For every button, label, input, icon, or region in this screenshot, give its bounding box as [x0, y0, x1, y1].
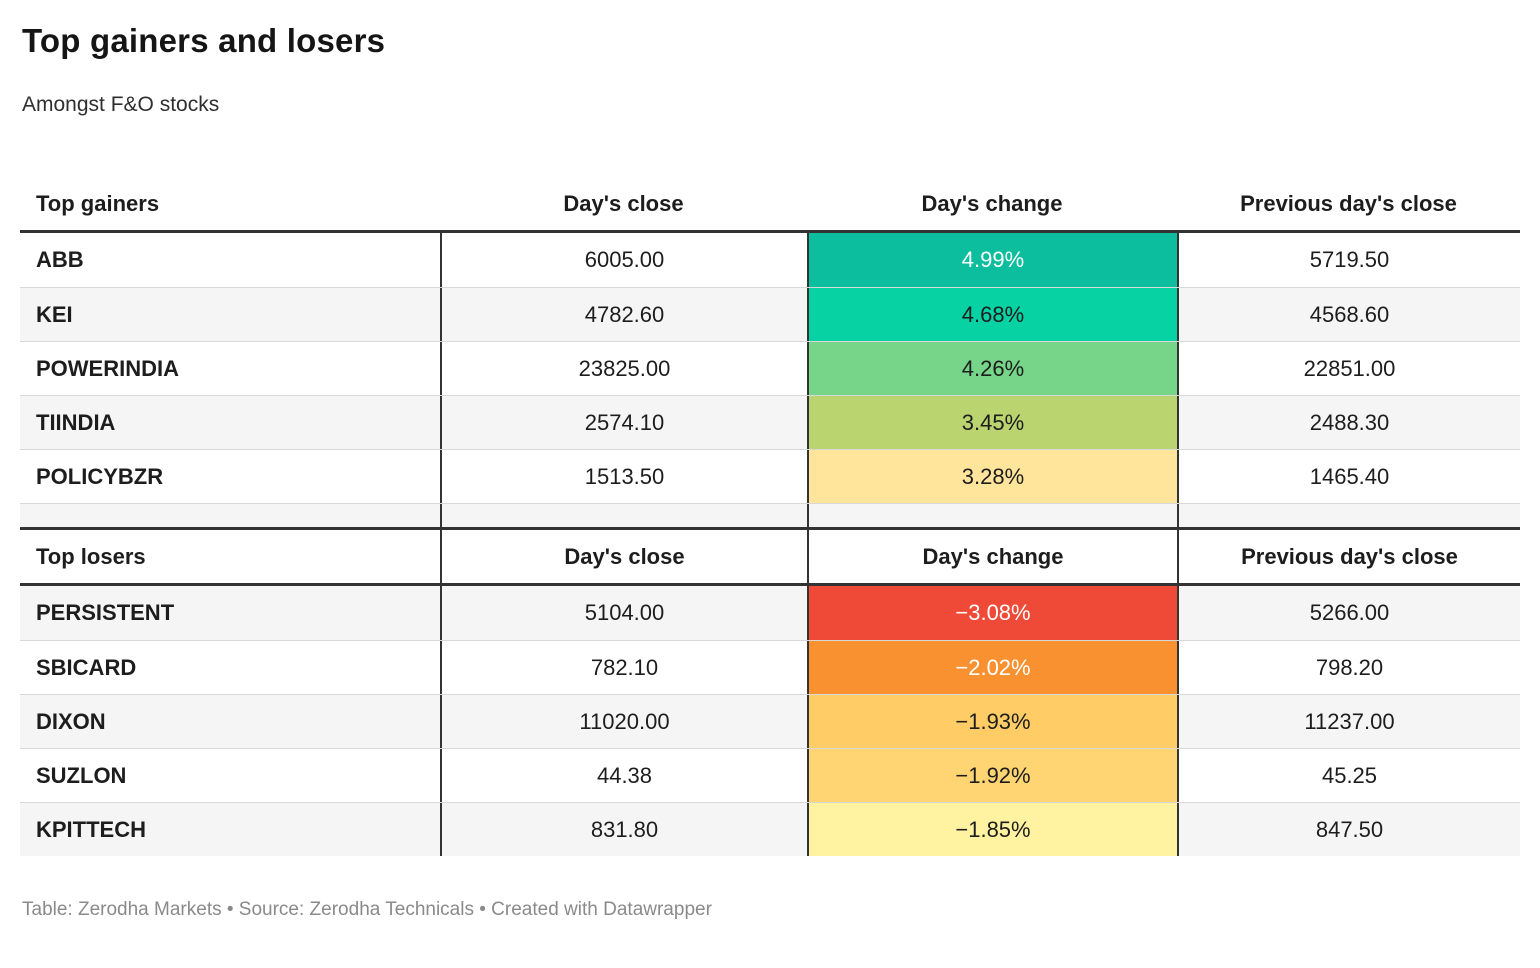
days-change-value: 3.28%: [807, 450, 1177, 503]
table-row-dixon: DIXON 11020.00 −1.93% 11237.00: [20, 694, 1520, 748]
spacer-row: [20, 503, 1520, 527]
stock-symbol: DIXON: [36, 708, 106, 734]
days-change-value: 4.68%: [807, 288, 1177, 341]
stock-symbol: TIINDIA: [36, 409, 116, 435]
prev-close-value: 2488.30: [1177, 396, 1520, 449]
table-row-policybzr: POLICYBZR 1513.50 3.28% 1465.40: [20, 449, 1520, 503]
days-close-value: 5104.00: [440, 586, 807, 640]
days-change-header: Day's change: [921, 191, 1063, 216]
table-row-kpittech: KPITTECH 831.80 −1.85% 847.50: [20, 802, 1520, 856]
gainers-header-row: Top gainers Day's close Day's change Pre…: [20, 178, 1520, 233]
stock-symbol: POWERINDIA: [36, 355, 179, 381]
days-close-value: 11020.00: [440, 695, 807, 748]
days-close-value: 6005.00: [440, 233, 807, 287]
page-title: Top gainers and losers: [22, 22, 386, 59]
days-change-value: −2.02%: [807, 641, 1177, 694]
table-row-tiindia: TIINDIA 2574.10 3.45% 2488.30: [20, 395, 1520, 449]
attribution-footer: Table: Zerodha Markets • Source: Zerodha…: [22, 899, 712, 920]
table-row-suzlon: SUZLON 44.38 −1.92% 45.25: [20, 748, 1520, 802]
days-change-value: −1.93%: [807, 695, 1177, 748]
losers-header-row: Top losers Day's close Day's change Prev…: [20, 527, 1520, 586]
stock-symbol: SBICARD: [36, 654, 137, 680]
table-row-abb: ABB 6005.00 4.99% 5719.50: [20, 233, 1520, 287]
page-subtitle: Amongst F&O stocks: [22, 93, 220, 116]
table-row-powerindia: POWERINDIA 23825.00 4.26% 22851.00: [20, 341, 1520, 395]
prev-close-header: Previous day's close: [1177, 530, 1520, 583]
losers-body: PERSISTENT 5104.00 −3.08% 5266.00 SBICAR…: [20, 586, 1520, 856]
stock-symbol: KPITTECH: [36, 816, 146, 842]
stock-symbol: PERSISTENT: [36, 600, 175, 625]
stock-symbol: POLICYBZR: [36, 463, 164, 489]
stock-symbol: SUZLON: [36, 762, 127, 788]
days-close-value: 831.80: [440, 803, 807, 856]
prev-close-value: 1465.40: [1177, 450, 1520, 503]
days-change-value: 4.99%: [807, 233, 1177, 287]
days-close-value: 782.10: [440, 641, 807, 694]
page: Top gainers and losers Amongst F&O stock…: [0, 22, 1540, 921]
prev-close-value: 847.50: [1177, 803, 1520, 856]
stock-symbol: ABB: [36, 247, 84, 272]
losers-header-label: Top losers: [36, 543, 146, 569]
prev-close-value: 798.20: [1177, 641, 1520, 694]
prev-close-value: 11237.00: [1177, 695, 1520, 748]
prev-close-value: 5719.50: [1177, 233, 1520, 287]
table-row-kei: KEI 4782.60 4.68% 4568.60: [20, 287, 1520, 341]
days-change-header: Day's change: [807, 530, 1177, 583]
days-close-value: 1513.50: [440, 450, 807, 503]
days-close-header: Day's close: [440, 530, 807, 583]
days-close-value: 2574.10: [440, 396, 807, 449]
days-close-header: Day's close: [563, 191, 684, 216]
prev-close-value: 22851.00: [1177, 342, 1520, 395]
gainers-body: ABB 6005.00 4.99% 5719.50 KEI 4782.60 4.…: [20, 233, 1520, 527]
days-change-value: −1.92%: [807, 749, 1177, 802]
days-change-value: 3.45%: [807, 396, 1177, 449]
prev-close-value: 4568.60: [1177, 288, 1520, 341]
prev-close-header: Previous day's close: [1240, 191, 1457, 216]
days-change-value: 4.26%: [807, 342, 1177, 395]
days-close-value: 44.38: [440, 749, 807, 802]
stock-symbol: KEI: [36, 301, 73, 327]
gainers-header-label: Top gainers: [36, 191, 160, 216]
days-close-value: 23825.00: [440, 342, 807, 395]
gainers-losers-table: Top gainers Day's close Day's change Pre…: [20, 178, 1520, 856]
days-close-value: 4782.60: [440, 288, 807, 341]
table-row-sbicard: SBICARD 782.10 −2.02% 798.20: [20, 640, 1520, 694]
table-row-persistent: PERSISTENT 5104.00 −3.08% 5266.00: [20, 586, 1520, 640]
prev-close-value: 5266.00: [1177, 586, 1520, 640]
days-change-value: −1.85%: [807, 803, 1177, 856]
days-change-value: −3.08%: [807, 586, 1177, 640]
prev-close-value: 45.25: [1177, 749, 1520, 802]
